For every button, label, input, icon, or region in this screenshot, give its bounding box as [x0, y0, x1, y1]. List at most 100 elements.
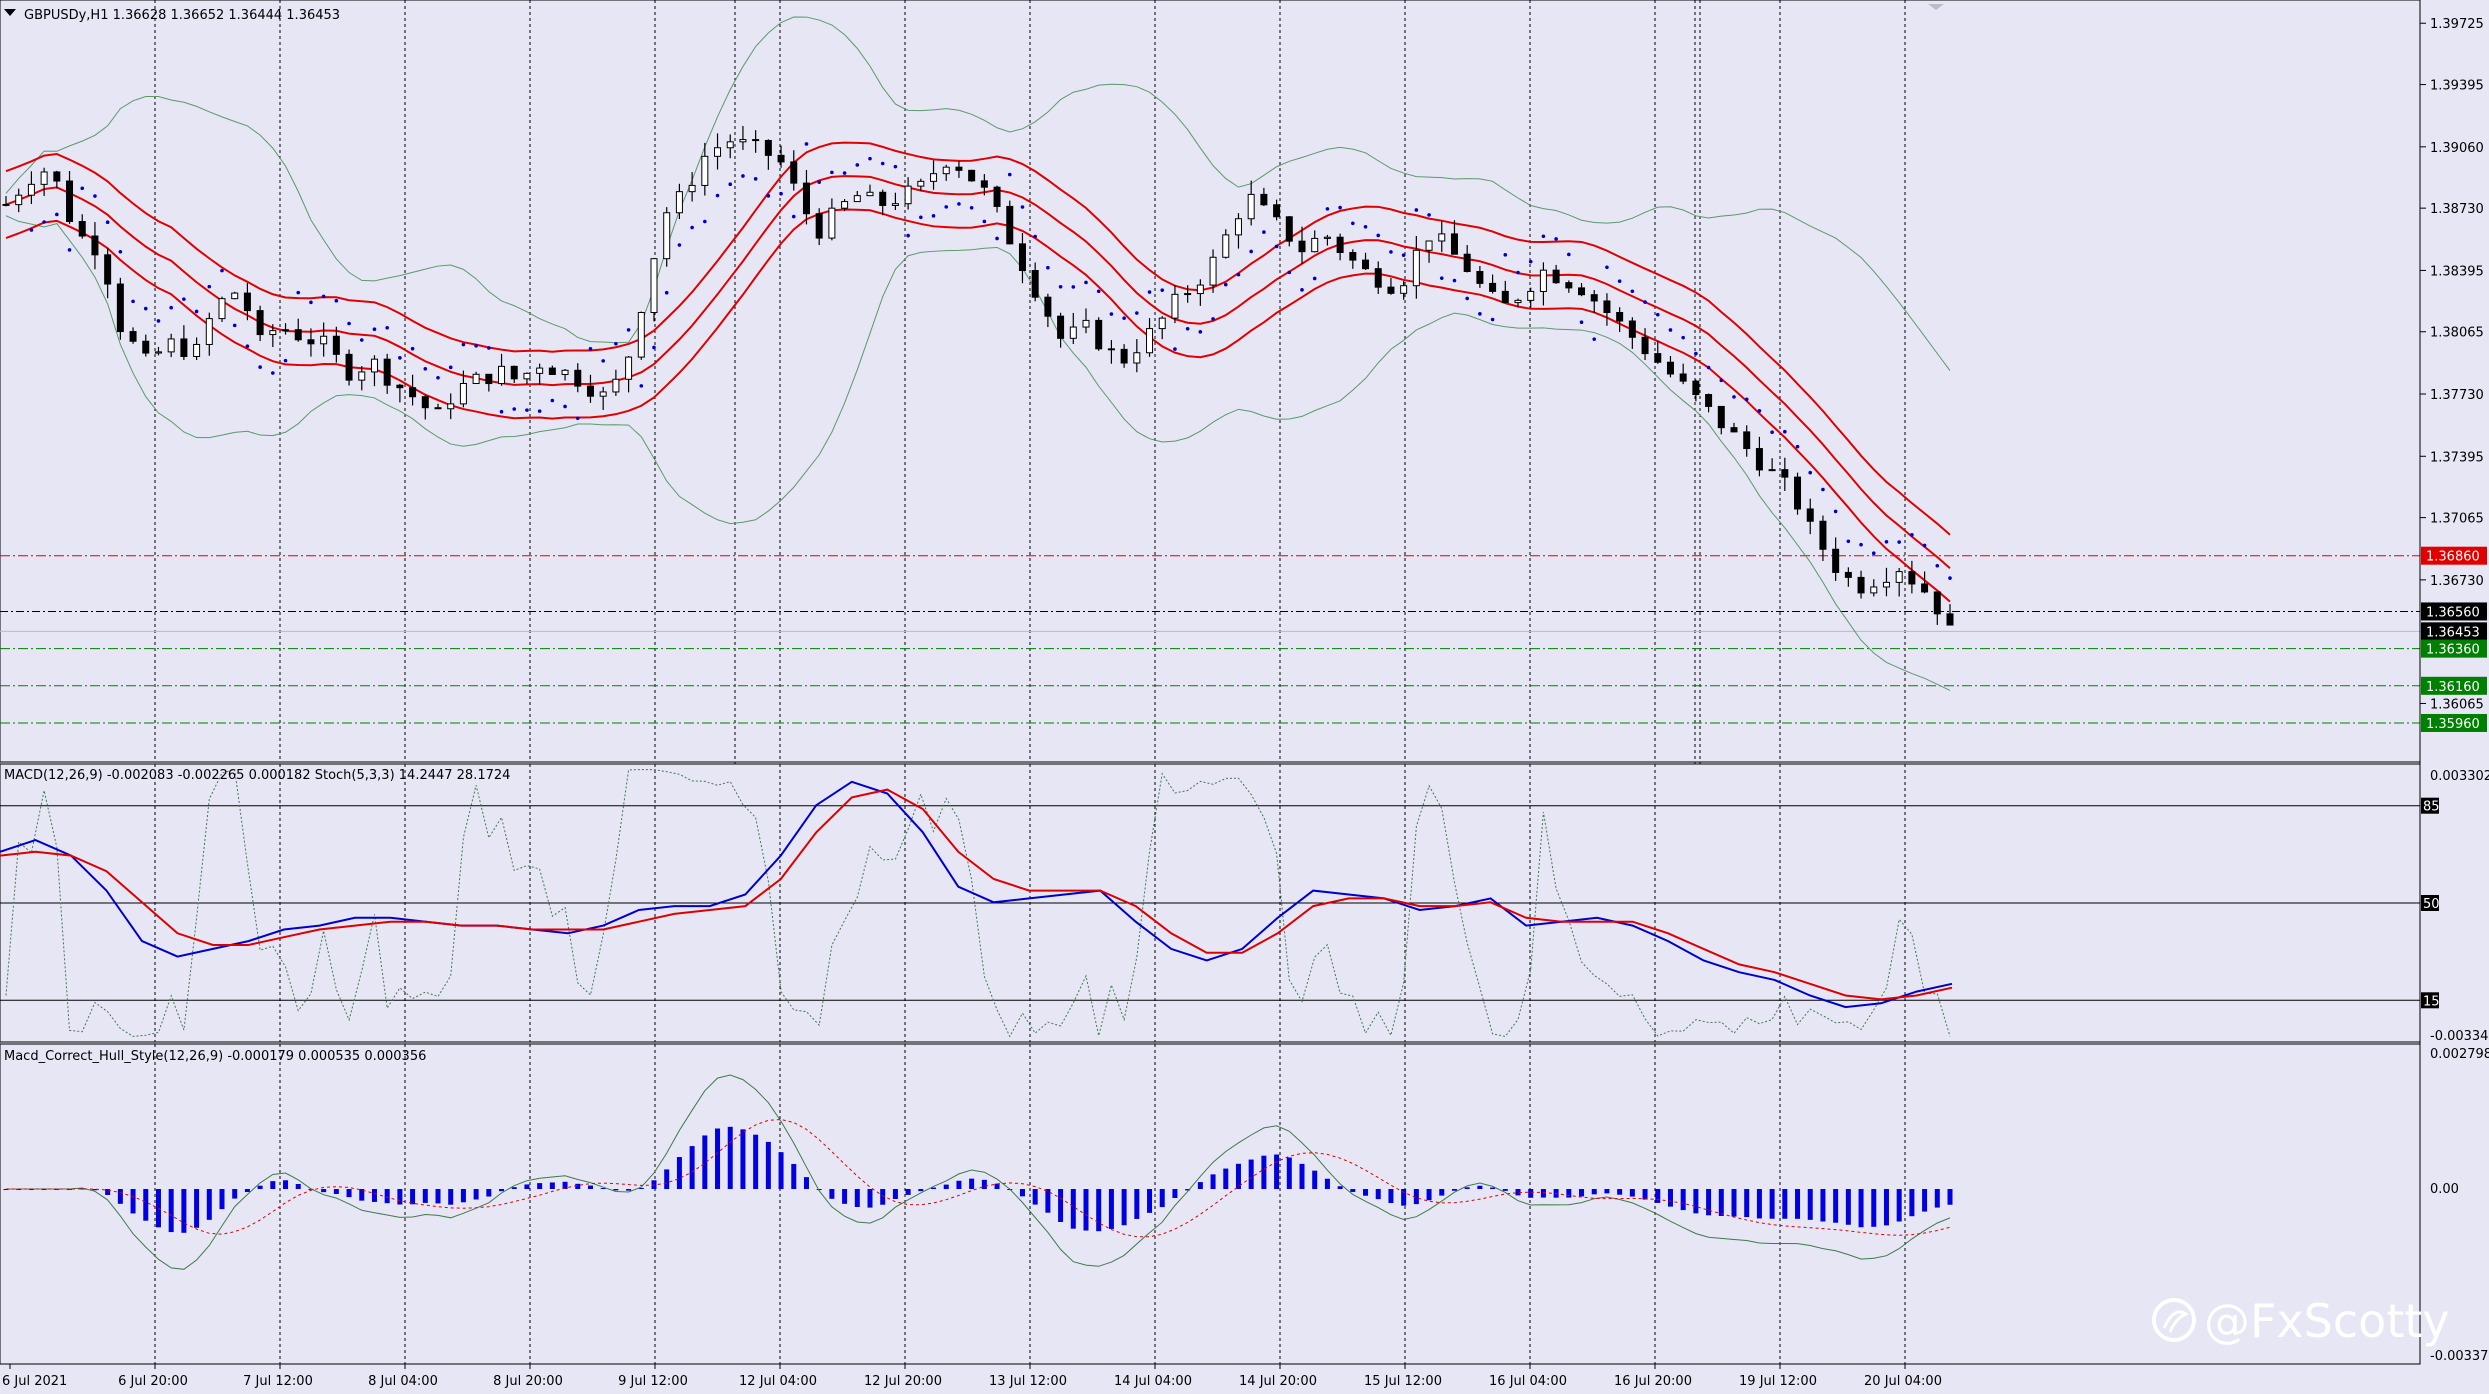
- sar-dot: [436, 375, 440, 380]
- histogram-bar: [676, 1157, 682, 1190]
- sar-dot: [1605, 265, 1609, 270]
- histogram-bar: [1896, 1189, 1902, 1222]
- candle: [1501, 290, 1509, 304]
- collapse-triangle-icon[interactable]: [4, 9, 16, 16]
- histogram-bar: [1718, 1189, 1724, 1216]
- histogram-bar: [1350, 1189, 1356, 1192]
- sar-dot: [1567, 252, 1571, 257]
- sar-dot: [499, 409, 504, 414]
- candle: [1832, 548, 1840, 573]
- sar-dot: [601, 359, 605, 363]
- candle: [231, 292, 239, 300]
- y-tick-label: 1.38730: [2430, 202, 2484, 217]
- x-tick-label: 13 Jul 12:00: [989, 1374, 1067, 1389]
- sar-dot: [1198, 330, 1203, 334]
- sar-dot: [283, 358, 288, 363]
- sar-dot: [1274, 244, 1279, 249]
- sar-dot: [29, 228, 34, 232]
- candle: [269, 330, 277, 336]
- histogram-bar: [1642, 1189, 1648, 1200]
- candle: [688, 184, 696, 193]
- histogram-bar: [664, 1169, 670, 1190]
- sar-dot: [1173, 347, 1177, 351]
- sar-dot: [1084, 280, 1088, 285]
- candle: [1006, 205, 1014, 245]
- candle: [1171, 293, 1179, 319]
- candle: [1628, 320, 1636, 338]
- sar-dot: [232, 323, 237, 328]
- candle: [866, 191, 874, 197]
- sar-dot: [182, 297, 186, 301]
- histogram-bar: [1235, 1163, 1241, 1190]
- price-axis[interactable]: 1.39725 1.39395 1.39060 1.38730 1.38395 1.380…: [2419, 0, 2487, 1364]
- price-level-badge: [2421, 602, 2487, 621]
- histogram-bar: [1223, 1168, 1229, 1190]
- candle: [1273, 204, 1281, 218]
- candle: [586, 385, 594, 397]
- x-tick-label: 19 Jul 12:00: [1739, 1374, 1817, 1389]
- histogram-bar: [41, 1189, 47, 1191]
- sar-dot: [372, 327, 377, 331]
- histogram-bar: [1108, 1189, 1114, 1229]
- sar-dot: [1922, 543, 1927, 548]
- histogram-bar: [689, 1146, 695, 1190]
- candle: [853, 195, 861, 203]
- candle: [1806, 508, 1814, 522]
- sar-dot: [893, 164, 898, 169]
- candle: [1476, 270, 1484, 284]
- sar-dot: [1338, 205, 1342, 210]
- hull-macd-panel[interactable]: Macd_Correct_Hull_Style(12,26,9) -0.0001…: [0, 1043, 2421, 1365]
- sar-dot: [1325, 207, 1330, 211]
- price-panel[interactable]: GBPUSDy,H1 1.36628 1.36652 1.36444 1.364…: [0, 0, 2421, 1364]
- sar-dot: [830, 170, 834, 175]
- candle: [320, 335, 328, 345]
- histogram-bar: [600, 1188, 606, 1190]
- histogram-bar: [549, 1182, 555, 1190]
- sar-dot: [1300, 288, 1304, 292]
- macd-stoch-panel[interactable]: MACD(12,26,9) -0.002083 -0.002265 0.0001…: [0, 763, 2421, 1043]
- candle: [1311, 237, 1319, 253]
- histogram-bar: [1172, 1189, 1178, 1199]
- candle: [993, 186, 1001, 207]
- histogram-bar: [346, 1189, 352, 1198]
- bollinger-upper: [5, 16, 1951, 371]
- sar-dot: [42, 220, 46, 224]
- time-axis[interactable]: 6 Jul 2021 6 Jul 20:00 7 Jul 12:00 8 Jul 04…: [2, 1364, 1942, 1389]
- sar-dot: [334, 298, 339, 303]
- candle: [383, 358, 391, 386]
- level-badge: [2421, 992, 2439, 1009]
- sar-dot: [1185, 327, 1190, 331]
- y-tick-label: 1.36065: [2430, 697, 2484, 712]
- histogram-bar: [499, 1189, 505, 1192]
- sar-dot: [474, 343, 478, 348]
- candle: [1133, 352, 1141, 364]
- sar-dot: [842, 171, 847, 175]
- shift-marker-icon[interactable]: [1928, 4, 1944, 10]
- histogram-bar: [219, 1189, 225, 1210]
- histogram-bar: [702, 1135, 708, 1190]
- x-tick-label: 6 Jul 20:00: [118, 1374, 188, 1389]
- histogram-bar: [486, 1189, 492, 1197]
- candle: [1285, 216, 1293, 242]
- watermark: @FxScotty: [2152, 1294, 2450, 1348]
- sar-dot: [1554, 237, 1558, 241]
- histogram-bar: [1629, 1189, 1635, 1197]
- histogram-bar: [1388, 1189, 1394, 1204]
- sar-dot: [1541, 234, 1546, 239]
- histogram-bar: [1680, 1189, 1686, 1211]
- candle: [1819, 520, 1827, 550]
- sar-dot: [550, 398, 555, 403]
- sar-dot: [131, 299, 135, 304]
- macd-axis[interactable]: 85 50 15 0.003302 -0.00334: [2421, 769, 2489, 1044]
- candle: [599, 391, 607, 397]
- candle: [675, 191, 683, 214]
- histogram-bar: [537, 1183, 543, 1190]
- candle: [561, 369, 569, 375]
- sar-dot: [1783, 429, 1787, 434]
- histogram-bar: [1909, 1189, 1915, 1217]
- histogram-bar: [829, 1189, 835, 1199]
- histogram-bar: [1159, 1189, 1165, 1208]
- candle: [1400, 285, 1408, 294]
